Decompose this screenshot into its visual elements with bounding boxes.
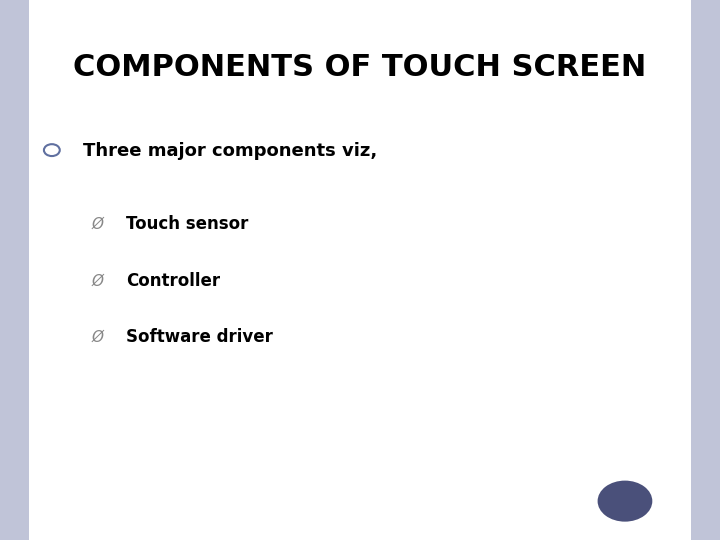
Text: COMPONENTS OF TOUCH SCREEN: COMPONENTS OF TOUCH SCREEN [73, 53, 647, 82]
Bar [0, 0, 29, 540]
Text: Touch sensor: Touch sensor [126, 215, 248, 233]
Text: Ø: Ø [91, 217, 103, 232]
Text: Three major components viz,: Three major components viz, [83, 142, 377, 160]
Bar [691, 0, 720, 540]
Text: Software driver: Software driver [126, 328, 273, 347]
Text: Ø: Ø [91, 273, 103, 288]
Circle shape [44, 144, 60, 156]
Circle shape [598, 481, 652, 522]
Text: Controller: Controller [126, 272, 220, 290]
Text: Ø: Ø [91, 330, 103, 345]
